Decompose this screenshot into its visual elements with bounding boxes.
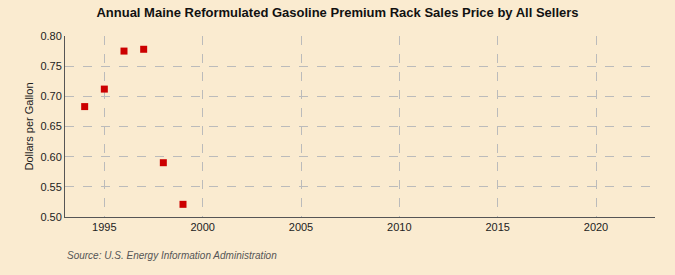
svg-text:2015: 2015	[485, 221, 509, 233]
svg-text:2000: 2000	[190, 221, 214, 233]
svg-text:Source: U.S. Energy Informatio: Source: U.S. Energy Information Administ…	[67, 250, 277, 261]
svg-text:Annual Maine Reformulated Gaso: Annual Maine Reformulated Gasoline Premi…	[96, 5, 578, 20]
svg-text:0.80: 0.80	[40, 30, 61, 42]
svg-text:0.60: 0.60	[40, 151, 61, 163]
svg-text:0.50: 0.50	[40, 211, 61, 223]
svg-text:1995: 1995	[92, 221, 116, 233]
svg-text:0.75: 0.75	[40, 60, 61, 72]
svg-text:0.65: 0.65	[40, 120, 61, 132]
svg-text:Dollars per Gallon: Dollars per Gallon	[23, 82, 35, 170]
svg-text:2010: 2010	[387, 221, 411, 233]
svg-text:2020: 2020	[584, 221, 608, 233]
svg-text:2005: 2005	[289, 221, 313, 233]
svg-text:0.70: 0.70	[40, 90, 61, 102]
svg-text:0.55: 0.55	[40, 181, 61, 193]
